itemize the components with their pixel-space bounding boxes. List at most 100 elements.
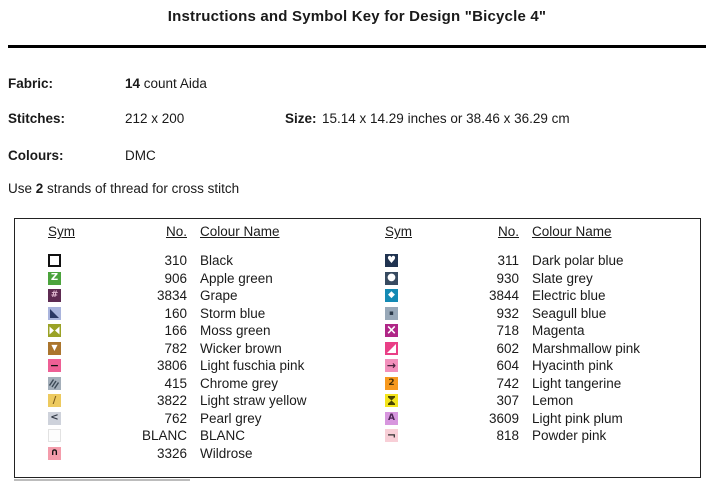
colour-name: Pearl grey — [200, 410, 262, 426]
stitches-label: Stitches: — [8, 111, 66, 126]
symbol-cell — [48, 254, 62, 268]
key-header-name: Colour Name — [532, 224, 612, 239]
colour-number: 604 — [496, 358, 519, 374]
symbol-cell — [48, 306, 62, 320]
symbol-cell: × — [385, 323, 399, 339]
colour-name: Powder pink — [532, 428, 607, 444]
symbol-cell: 2 — [385, 376, 399, 390]
strands-suffix: strands of thread for cross stitch — [43, 181, 240, 196]
colours-value: DMC — [125, 148, 156, 163]
colour-number: 3806 — [156, 358, 187, 374]
colour-name: Chrome grey — [200, 375, 279, 391]
strands-prefix: Use — [8, 181, 36, 196]
colour-name: Light pink plum — [532, 410, 623, 426]
symbol-swatch — [385, 341, 398, 355]
colour-number: 602 — [496, 340, 519, 356]
symbol-swatch: ∩ — [48, 446, 61, 460]
symbol-swatch: − — [48, 359, 61, 373]
key-row: Z 906 Apple green — [48, 270, 378, 288]
size-value: 15.14 x 14.29 inches or 38.46 x 36.29 cm — [322, 111, 570, 126]
colour-number: 160 — [164, 305, 187, 321]
colour-number: 818 — [496, 428, 519, 444]
key-row: A 3609 Light pink plum — [385, 410, 695, 428]
symbol-swatch: ▪ — [385, 306, 398, 320]
symbol-swatch: × — [385, 323, 398, 339]
key-header-sym: Sym — [385, 224, 412, 239]
key-row: ● 930 Slate grey — [385, 270, 695, 288]
key-row: BLANC BLANC — [48, 427, 378, 445]
colour-number: 307 — [496, 393, 519, 409]
symbol-cell: → — [385, 359, 399, 373]
symbol-swatch: ¬ — [385, 429, 398, 443]
page-edge-artifact — [14, 479, 190, 481]
colour-number: 310 — [164, 253, 187, 269]
key-row: ♥ 311 Dark polar blue — [385, 252, 695, 270]
symbol-cell — [48, 429, 62, 443]
key-row: 310 Black — [48, 252, 378, 270]
colour-name: Grape — [200, 288, 238, 304]
key-header: Sym No. Colour Name — [385, 224, 695, 239]
fabric-count-rest: count Aida — [140, 76, 207, 91]
colours-label: Colours: — [8, 148, 64, 163]
colour-name: Hyacinth pink — [532, 358, 614, 374]
key-row: 160 Storm blue — [48, 305, 378, 323]
key-row: <762 Pearl grey — [48, 410, 378, 428]
symbol-swatch: Z — [48, 271, 61, 285]
symbol-cell: / — [48, 394, 62, 408]
colour-number: 762 — [164, 410, 187, 426]
symbol-cell: ♥ — [385, 254, 399, 268]
colour-name: Magenta — [532, 323, 585, 339]
colour-number: 906 — [164, 270, 187, 286]
colour-number: 718 — [496, 323, 519, 339]
fabric-label: Fabric: — [8, 76, 54, 91]
symbol-cell: − — [48, 359, 62, 373]
key-column-right: Sym No. Colour Name ♥ 311 Dark polar blue ●… — [385, 224, 695, 445]
colour-name: Wildrose — [200, 445, 253, 461]
colour-name: Apple green — [200, 270, 273, 286]
key-row: 2 742 Light tangerine — [385, 375, 695, 393]
symbol-cell — [385, 341, 399, 355]
colour-name: Slate grey — [532, 270, 593, 286]
key-row: ▪ 932 Seagull blue — [385, 305, 695, 323]
colour-number: 3822 — [156, 393, 187, 409]
strands-count: 2 — [35, 181, 44, 196]
symbol-cell: ● — [385, 271, 399, 285]
symbol-cell — [385, 394, 399, 408]
colour-number: 782 — [164, 340, 187, 356]
fabric-count: 14 — [125, 76, 141, 91]
key-row: 307 Lemon — [385, 392, 695, 410]
key-row: × 718 Magenta — [385, 322, 695, 340]
symbol-swatch: ◆ — [385, 289, 398, 303]
colour-name: Electric blue — [532, 288, 606, 304]
symbol-cell: ▼ — [48, 341, 62, 355]
symbol-swatch: / — [48, 394, 61, 408]
colour-number: 3609 — [488, 410, 519, 426]
colour-number: 415 — [164, 375, 187, 391]
symbol-cell: Z — [48, 271, 62, 285]
page-title: Instructions and Symbol Key for Design "… — [167, 8, 547, 25]
colour-name: BLANC — [200, 428, 246, 444]
colour-number: 166 — [164, 323, 187, 339]
colour-number: 930 — [496, 270, 519, 286]
key-row: − 3806 Light fuschia pink — [48, 357, 378, 375]
key-row: #3834 Grape — [48, 287, 378, 305]
symbol-swatch: → — [385, 359, 398, 373]
size-label: Size: — [285, 111, 317, 126]
colour-name: Wicker brown — [200, 340, 282, 356]
key-column-left: Sym No. Colour Name 310 Black Z 906 Apple gr… — [48, 224, 378, 462]
symbol-swatch: ▼ — [48, 341, 61, 355]
symbol-cell — [48, 324, 62, 338]
colour-number: 3844 — [488, 288, 519, 304]
symbol-swatch — [48, 306, 61, 320]
symbol-cell: ¬ — [385, 429, 399, 443]
symbol-swatch: < — [48, 411, 61, 425]
colour-name: Seagull blue — [532, 305, 607, 321]
key-row: 166 Moss green — [48, 322, 378, 340]
key-row: ∩ 3326 Wildrose — [48, 445, 378, 463]
symbol-swatch — [48, 254, 61, 268]
colour-name: Light fuschia pink — [200, 358, 305, 374]
colour-number: 3326 — [156, 445, 187, 461]
key-row: 415 Chrome grey — [48, 375, 378, 393]
symbol-cell: A — [385, 411, 399, 425]
key-header-no: No. — [497, 224, 519, 239]
